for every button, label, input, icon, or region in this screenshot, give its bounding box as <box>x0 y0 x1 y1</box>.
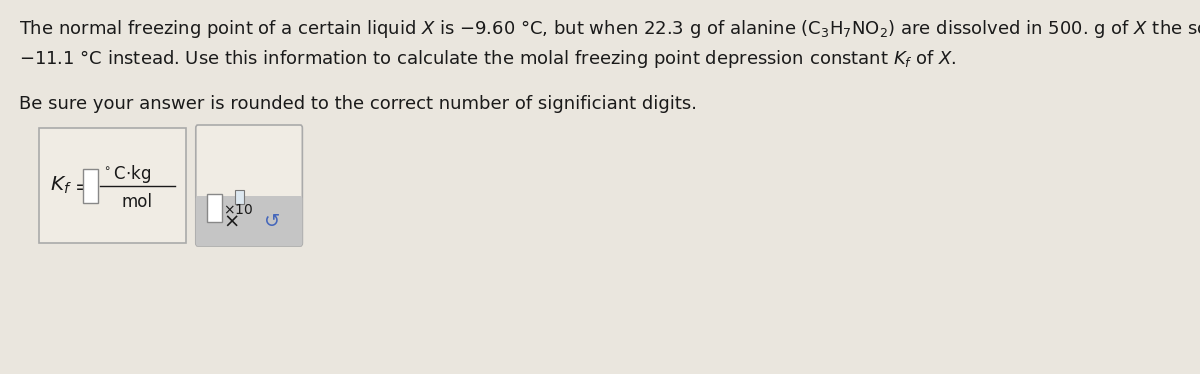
Text: ↺: ↺ <box>264 212 280 230</box>
Text: $\times$: $\times$ <box>223 212 239 230</box>
Text: $^\circ$C$\cdot$kg: $^\circ$C$\cdot$kg <box>102 162 151 184</box>
Bar <box>38 128 186 243</box>
Text: mol: mol <box>122 193 152 211</box>
Text: The normal freezing point of a certain liquid $X$ is $-9.60$ °C, but when 22.3 g: The normal freezing point of a certain l… <box>19 18 1200 40</box>
FancyBboxPatch shape <box>196 196 302 246</box>
Text: $\times$10: $\times$10 <box>223 202 253 217</box>
Text: $-11.1$ °C instead. Use this information to calculate the molal freezing point d: $-11.1$ °C instead. Use this information… <box>19 48 956 70</box>
Bar <box>235 190 244 203</box>
FancyBboxPatch shape <box>196 125 302 246</box>
Bar <box>206 193 222 221</box>
Bar <box>84 169 97 202</box>
Text: Be sure your answer is rounded to the correct number of significiant digits.: Be sure your answer is rounded to the co… <box>19 95 697 113</box>
Text: $=$: $=$ <box>71 176 91 195</box>
Text: $K_f$: $K_f$ <box>50 175 72 196</box>
